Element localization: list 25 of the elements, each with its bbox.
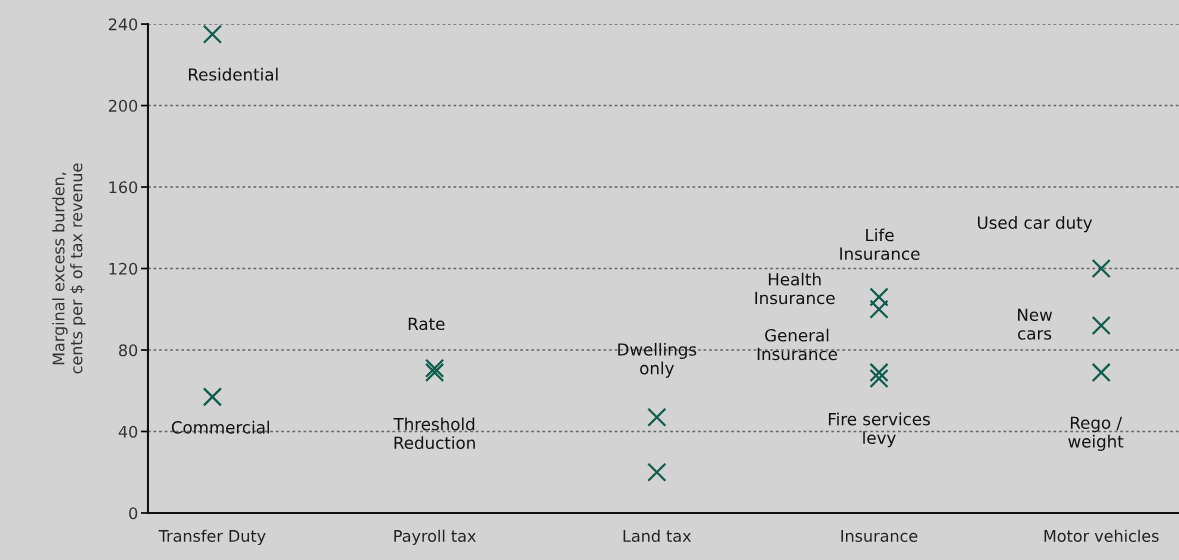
x-tick-label: Land tax	[623, 529, 692, 542]
y-tick-label: 0	[129, 507, 138, 520]
y-tick-label: 160	[109, 181, 138, 194]
annotation: Health Insurance	[755, 272, 835, 305]
y-tick-label: 80	[119, 344, 138, 357]
annotation: Fire services levy	[828, 412, 930, 448]
x-tick-label: Transfer Duty	[158, 529, 266, 546]
annotation: Life Insurance	[840, 228, 920, 261]
x-tick-label: Payroll tax	[394, 529, 476, 546]
annotation: General Insurance	[757, 328, 837, 361]
x-tick-label: Motor vehicles	[1044, 529, 1159, 542]
y-tick-label: 40	[118, 425, 138, 438]
annotation: Commercial	[171, 420, 270, 434]
y-tick-label: 240	[108, 18, 138, 31]
y-axis-title: Marginal excess burden, cents per $ of tax revenue	[52, 163, 86, 374]
annotation: Threshold Reduction	[393, 417, 475, 450]
y-tick-label: 120	[109, 262, 138, 275]
annotation: Rate	[408, 317, 445, 331]
annotation: Residential	[188, 67, 278, 81]
y-tick-label: 200	[108, 99, 138, 112]
annotation: Dwellings only	[618, 342, 697, 378]
x-tick-label: Insurance	[841, 530, 918, 542]
annotation: Rego / weight	[1068, 416, 1124, 451]
annotation: Used car duty	[977, 216, 1093, 233]
annotation: New cars	[1018, 308, 1053, 340]
